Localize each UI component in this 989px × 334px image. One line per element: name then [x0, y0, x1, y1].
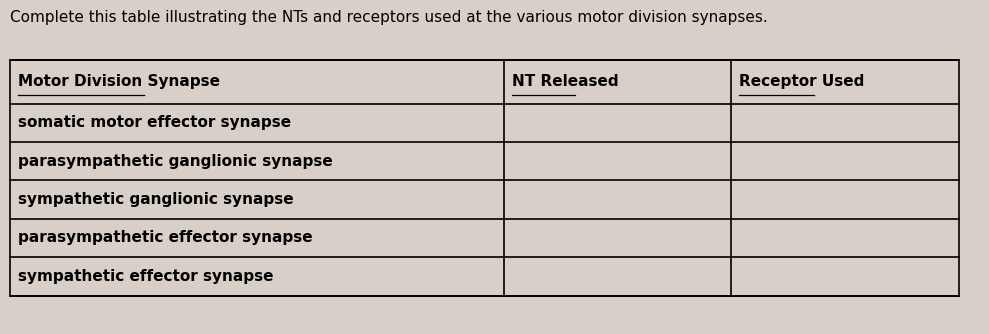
Text: Complete this table illustrating the NTs and receptors used at the various motor: Complete this table illustrating the NTs…	[10, 10, 767, 25]
Text: NT Released: NT Released	[511, 74, 618, 89]
Text: parasympathetic ganglionic synapse: parasympathetic ganglionic synapse	[18, 154, 332, 169]
Text: Receptor Used: Receptor Used	[740, 74, 864, 89]
Text: sympathetic effector synapse: sympathetic effector synapse	[18, 269, 273, 284]
Text: somatic motor effector synapse: somatic motor effector synapse	[18, 115, 291, 130]
Text: parasympathetic effector synapse: parasympathetic effector synapse	[18, 230, 313, 245]
Text: Motor Division Synapse: Motor Division Synapse	[18, 74, 220, 89]
Text: sympathetic ganglionic synapse: sympathetic ganglionic synapse	[18, 192, 294, 207]
